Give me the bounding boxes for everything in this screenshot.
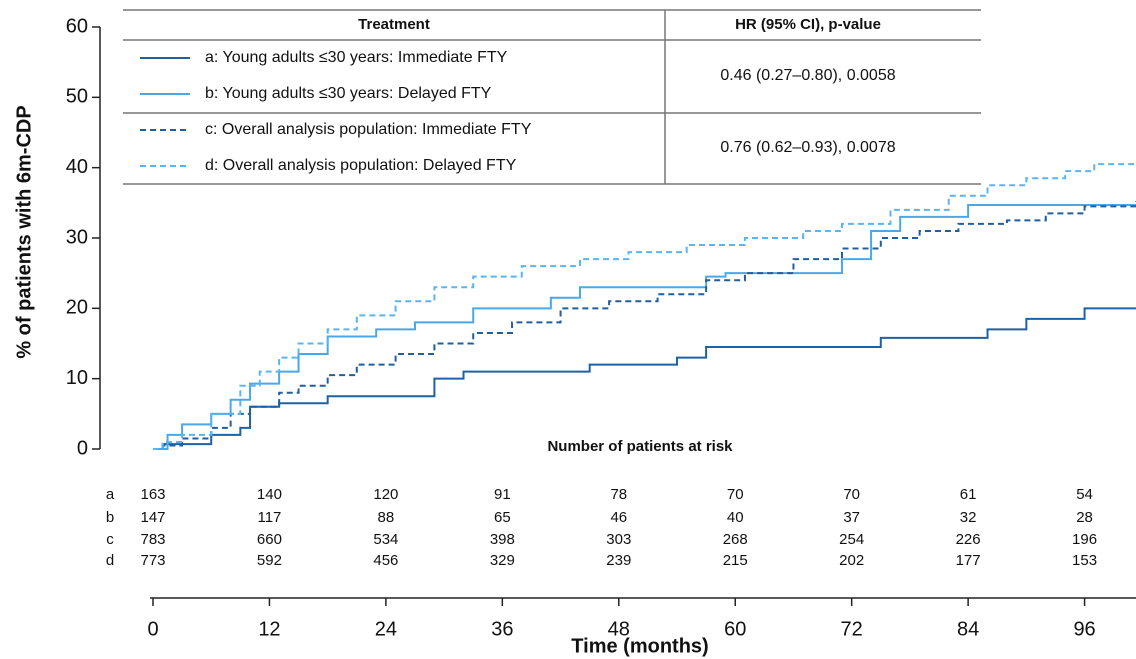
risk-count: 163 <box>140 486 165 503</box>
risk-count: 37 <box>843 509 860 526</box>
hr-value: 0.76 (0.62–0.93), 0.0078 <box>720 139 895 156</box>
risk-count: 147 <box>140 509 165 526</box>
risk-count: 70 <box>843 486 860 503</box>
risk-count: 239 <box>606 552 631 569</box>
x-tick-label: 12 <box>258 618 280 640</box>
x-tick-label: 96 <box>1073 618 1095 640</box>
risk-row-label: d <box>106 552 114 569</box>
legend-label: a: Young adults ≤30 years: Immediate FTY <box>205 49 508 66</box>
risk-count: 61 <box>960 486 977 503</box>
y-tick-label: 30 <box>66 226 88 248</box>
y-tick-label: 10 <box>66 367 88 389</box>
km-curve <box>153 163 1136 450</box>
risk-row-label: c <box>106 531 114 548</box>
km-curve <box>153 201 1136 450</box>
risk-count: 783 <box>140 531 165 548</box>
x-tick-label: 24 <box>375 618 397 640</box>
risk-count: 32 <box>960 509 977 526</box>
legend-header: HR (95% CI), p-value <box>735 16 881 33</box>
risk-count: 215 <box>723 552 748 569</box>
risk-count: 120 <box>373 486 398 503</box>
risk-row-label: a <box>106 486 115 503</box>
risk-count: 534 <box>373 531 398 548</box>
x-tick-label: 72 <box>841 618 863 640</box>
risk-count: 65 <box>494 509 511 526</box>
risk-count: 40 <box>727 509 744 526</box>
risk-count: 196 <box>1072 531 1097 548</box>
risk-count: 117 <box>257 509 281 526</box>
risk-count: 398 <box>490 531 515 548</box>
risk-count: 28 <box>1076 509 1093 526</box>
risk-count: 78 <box>610 486 627 503</box>
x-axis-title: Time (months) <box>571 635 708 657</box>
risk-count: 54 <box>1076 486 1093 503</box>
y-tick-label: 20 <box>66 297 88 319</box>
hr-value: 0.46 (0.27–0.80), 0.0058 <box>720 67 895 84</box>
x-tick-label: 60 <box>724 618 746 640</box>
legend-header: Treatment <box>358 16 430 33</box>
legend-label: c: Overall analysis population: Immediat… <box>205 121 532 138</box>
risk-count: 177 <box>956 552 981 569</box>
legend-label: d: Overall analysis population: Delayed … <box>205 157 517 174</box>
risk-count: 46 <box>610 509 627 526</box>
y-tick-label: 50 <box>66 86 88 108</box>
risk-count: 773 <box>140 552 165 569</box>
risk-count: 140 <box>257 486 282 503</box>
risk-count: 268 <box>723 531 748 548</box>
legend-label: b: Young adults ≤30 years: Delayed FTY <box>205 85 492 102</box>
y-tick-label: 40 <box>66 156 88 178</box>
x-tick-label: 0 <box>147 618 158 640</box>
risk-count: 456 <box>373 552 398 569</box>
risk-count: 303 <box>606 531 631 548</box>
km-curve <box>153 203 1136 450</box>
y-tick-label: 60 <box>66 15 88 37</box>
risk-count: 153 <box>1072 552 1097 569</box>
km-curve <box>153 307 1136 450</box>
risk-count: 88 <box>378 509 395 526</box>
risk-count: 70 <box>727 486 744 503</box>
y-axis-title: % of patients with 6m-CDP <box>13 105 35 358</box>
risk-count: 226 <box>956 531 981 548</box>
risk-count: 91 <box>494 486 511 503</box>
x-tick-label: 36 <box>491 618 513 640</box>
risk-title: Number of patients at risk <box>547 438 733 455</box>
y-tick-label: 0 <box>77 437 88 459</box>
risk-count: 254 <box>839 531 864 548</box>
risk-row-label: b <box>106 509 114 526</box>
risk-count: 329 <box>490 552 515 569</box>
risk-count: 202 <box>839 552 864 569</box>
legend-table: Treatment HR (95% CI), p-value 0.46 (0.2… <box>123 9 981 185</box>
x-tick-label: 48 <box>608 618 630 640</box>
risk-count: 660 <box>257 531 282 548</box>
x-tick-label: 84 <box>957 618 979 640</box>
risk-count: 592 <box>257 552 282 569</box>
